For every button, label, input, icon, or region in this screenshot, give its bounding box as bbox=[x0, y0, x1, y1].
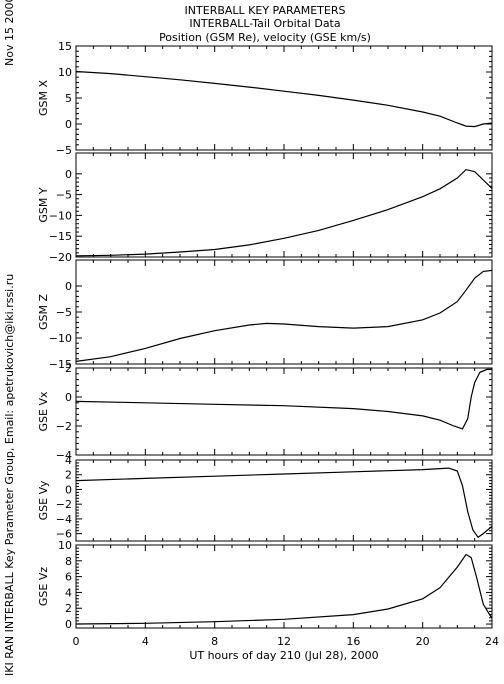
y-axis-label: GSE Vy bbox=[37, 480, 50, 520]
panel-gsm-x: −5 0 5 10 15 GSM X bbox=[37, 40, 493, 157]
panel-frame bbox=[75, 152, 493, 258]
y-tick-label: 0 bbox=[65, 168, 72, 181]
y-tick-label: 10 bbox=[58, 539, 72, 552]
y-tick-label: −10 bbox=[49, 209, 72, 222]
x-axis-label: UT hours of day 210 (Jul 28), 2000 bbox=[189, 649, 378, 662]
y-tick-label: −15 bbox=[49, 358, 72, 371]
figure-header: INTERBALL KEY PARAMETERS INTERBALL-Tail … bbox=[159, 4, 371, 44]
x-tick-label: 24 bbox=[485, 635, 499, 648]
y-tick-label: −5 bbox=[56, 144, 72, 157]
y-axis-label: GSE Vx bbox=[37, 391, 50, 431]
y-tick-label: −20 bbox=[49, 251, 72, 264]
date-label: Nov 15 2000 bbox=[3, 0, 16, 66]
panel-gse-vz: 0 2 4 6 8 10 GSE Vz bbox=[37, 539, 493, 631]
series-line-gsm-y bbox=[75, 168, 493, 257]
credit-label: IKI RAN INTERBALL Key Parameter Group, E… bbox=[3, 274, 16, 676]
y-tick-label: 0 bbox=[65, 280, 72, 293]
y-tick-label: −2 bbox=[56, 420, 72, 433]
x-tick-label: 16 bbox=[346, 635, 360, 648]
series-line-gsm-z bbox=[75, 269, 493, 362]
panel-frame bbox=[75, 45, 493, 151]
x-tick-label: 0 bbox=[73, 635, 80, 648]
y-tick-label: 0 bbox=[65, 618, 72, 631]
y-tick-label: −4 bbox=[56, 513, 72, 526]
y-tick-label: 5 bbox=[65, 92, 72, 105]
y-tick-label: 6 bbox=[65, 571, 72, 584]
y-axis-label: GSM Z bbox=[37, 294, 50, 330]
y-tick-label: 10 bbox=[58, 66, 72, 79]
panel-gsm-y: −20 −15 −10 −5 0 GSM Y bbox=[37, 152, 493, 264]
x-tick-label: 8 bbox=[211, 635, 218, 648]
y-tick-label: −4 bbox=[56, 449, 72, 462]
y-tick-label: 0 bbox=[65, 118, 72, 131]
y-tick-label: 2 bbox=[65, 362, 72, 375]
y-tick-label: 4 bbox=[65, 586, 72, 599]
y-tick-label: 2 bbox=[65, 602, 72, 615]
panel-frame bbox=[75, 259, 493, 365]
y-tick-label: −10 bbox=[49, 332, 72, 345]
y-tick-label: −15 bbox=[49, 230, 72, 243]
panel-frame bbox=[75, 367, 493, 456]
y-tick-label: −5 bbox=[56, 306, 72, 319]
y-axis-label: GSM Y bbox=[37, 187, 50, 222]
y-tick-label: −5 bbox=[56, 189, 72, 202]
y-tick-label: 0 bbox=[65, 391, 72, 404]
panel-frame bbox=[75, 544, 493, 629]
panel-gse-vx: −4 −2 0 2 GSE Vx bbox=[37, 362, 493, 462]
series-line-gse-vx bbox=[75, 368, 492, 430]
series-line-gsm-x bbox=[75, 70, 493, 128]
header-title-line-2: INTERBALL-Tail Orbital Data bbox=[189, 17, 340, 30]
header-title-line-3: Position (GSM Re), velocity (GSE km/s) bbox=[159, 31, 371, 44]
x-tick-label: 20 bbox=[416, 635, 430, 648]
series-line-gse-vy bbox=[75, 467, 493, 539]
panel-gsm-z: −15 −10 −5 0 GSM Z bbox=[37, 259, 493, 371]
y-axis-label: GSE Vz bbox=[37, 567, 50, 606]
y-tick-label: −6 bbox=[56, 528, 72, 541]
x-tick-label: 4 bbox=[142, 635, 149, 648]
y-tick-label: 4 bbox=[65, 454, 72, 467]
y-tick-label: 15 bbox=[58, 40, 72, 53]
x-tick-label: 12 bbox=[277, 635, 291, 648]
x-axis: 0 4 8 12 16 20 24 bbox=[73, 635, 500, 648]
header-title-line-1: INTERBALL KEY PARAMETERS bbox=[185, 4, 346, 17]
y-axis-label: GSM X bbox=[37, 80, 50, 116]
panel-gse-vy: −6 −4 −2 02 4 GSE Vy bbox=[37, 454, 493, 542]
y-tick-label: 2 bbox=[65, 469, 72, 482]
y-tick-label: 0 bbox=[65, 483, 72, 496]
series-line-gse-vz bbox=[75, 553, 493, 625]
y-tick-label: 8 bbox=[65, 555, 72, 568]
panel-frame bbox=[75, 459, 493, 542]
y-tick-label: −2 bbox=[56, 498, 72, 511]
